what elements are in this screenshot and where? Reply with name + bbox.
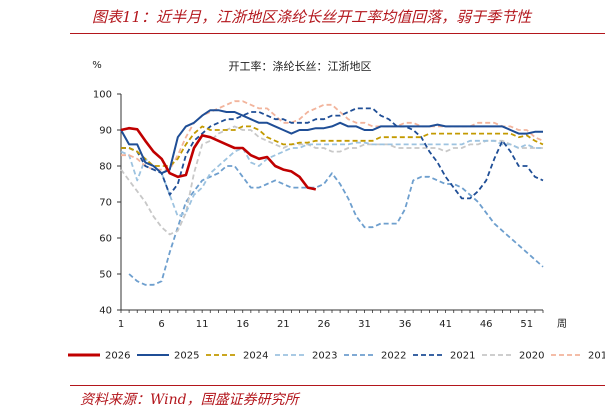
x-tick-label: 16	[236, 319, 249, 330]
x-tick-label: 36	[399, 319, 412, 330]
x-axis-label: 周	[557, 318, 567, 330]
y-tick-label: 60	[99, 234, 112, 245]
series-line-2024	[121, 125, 544, 167]
series-line-2026	[120, 126, 317, 191]
x-tick-label: 46	[480, 319, 493, 330]
series-line-2023	[120, 139, 543, 218]
series-layer	[120, 100, 544, 286]
y-tick-label: 90	[99, 126, 112, 137]
source-note: 资料来源：Wind，国盛证券研究所	[80, 392, 299, 408]
x-tick-label: 26	[318, 319, 331, 330]
x-tick-label: 51	[520, 319, 533, 330]
y-tick-label: 40	[99, 306, 112, 317]
y-tick-label: 70	[99, 198, 112, 209]
series-line-2025	[120, 109, 543, 175]
top-rule	[70, 33, 605, 34]
legend-label-2019: 2019	[588, 351, 605, 362]
legend-label-2020: 2020	[519, 351, 544, 362]
y-tick-label: 100	[93, 90, 112, 101]
figure-title: 图表11：近半月，江浙地区涤纶长丝开工率均值回落，弱于季节性	[92, 8, 532, 26]
legend: 2026 2025 2024 2023 2022 2021 2020 2019	[68, 351, 605, 362]
x-tick-label: 1	[118, 319, 124, 330]
legend-label-2024: 2024	[243, 351, 268, 362]
series-line-2022	[128, 165, 544, 286]
y-tick-label: 80	[99, 162, 112, 173]
legend-label-2021: 2021	[450, 351, 475, 362]
y-axis-unit: %	[92, 60, 102, 71]
x-tick-label: 41	[439, 319, 452, 330]
legend-label-2023: 2023	[312, 351, 337, 362]
x-tick-label: 21	[277, 319, 290, 330]
series-line-2019	[121, 100, 544, 171]
legend-label-2025: 2025	[174, 351, 199, 362]
x-tick-label: 31	[358, 319, 371, 330]
series-line-2020	[120, 125, 543, 236]
x-tick-label: 6	[158, 319, 164, 330]
bottom-rule	[70, 385, 605, 386]
y-tick-label: 50	[99, 270, 112, 281]
legend-label-2026: 2026	[105, 351, 130, 362]
x-tick-label: 11	[196, 319, 209, 330]
chart-title: 开工率：涤纶长丝：江浙地区	[229, 59, 372, 73]
legend-label-2022: 2022	[381, 351, 406, 362]
series-line-2021	[121, 107, 544, 200]
